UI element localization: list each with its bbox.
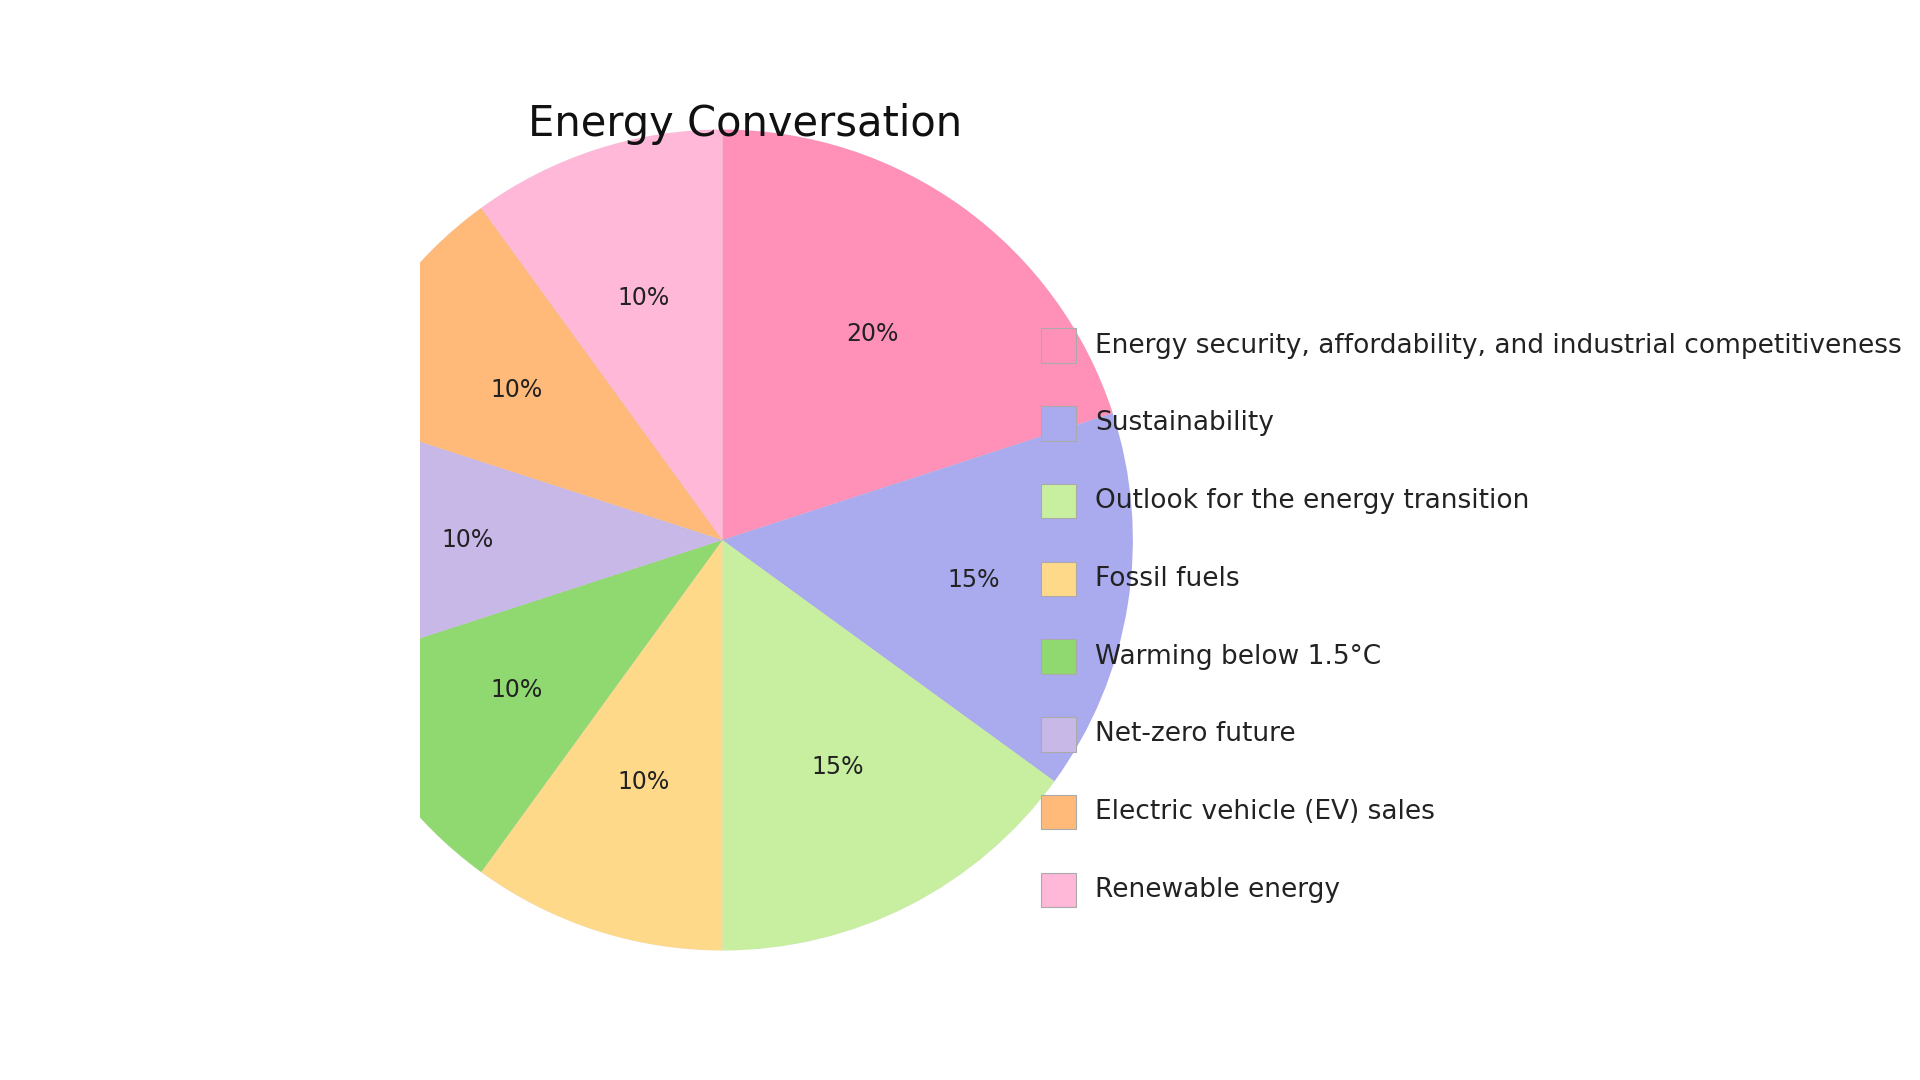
Wedge shape [722, 414, 1133, 781]
Text: Outlook for the energy transition: Outlook for the energy transition [1094, 488, 1530, 514]
FancyBboxPatch shape [1041, 639, 1075, 674]
Text: 20%: 20% [847, 322, 899, 347]
Text: Electric vehicle (EV) sales: Electric vehicle (EV) sales [1094, 799, 1434, 825]
FancyBboxPatch shape [1041, 717, 1075, 752]
Text: Warming below 1.5°C: Warming below 1.5°C [1094, 644, 1380, 670]
FancyBboxPatch shape [1041, 484, 1075, 518]
Text: Net-zero future: Net-zero future [1094, 721, 1296, 747]
FancyBboxPatch shape [1041, 795, 1075, 829]
Wedge shape [332, 540, 722, 872]
Text: 10%: 10% [618, 286, 670, 310]
FancyBboxPatch shape [1041, 328, 1075, 363]
Wedge shape [482, 130, 722, 540]
Text: Energy security, affordability, and industrial competitiveness: Energy security, affordability, and indu… [1094, 333, 1901, 359]
Text: 10%: 10% [490, 378, 543, 403]
Text: Renewable energy: Renewable energy [1094, 877, 1340, 903]
Wedge shape [482, 540, 722, 950]
Text: Fossil fuels: Fossil fuels [1094, 566, 1240, 592]
Text: 15%: 15% [812, 755, 864, 779]
FancyBboxPatch shape [1041, 406, 1075, 441]
Text: 10%: 10% [618, 770, 670, 794]
FancyBboxPatch shape [1041, 873, 1075, 907]
Text: 15%: 15% [947, 568, 1000, 592]
Text: Sustainability: Sustainability [1094, 410, 1273, 436]
Wedge shape [311, 414, 722, 666]
Text: Energy Conversation: Energy Conversation [528, 104, 962, 145]
Text: 10%: 10% [490, 677, 543, 702]
Wedge shape [722, 130, 1114, 540]
Wedge shape [332, 208, 722, 540]
Wedge shape [722, 540, 1054, 950]
FancyBboxPatch shape [1041, 562, 1075, 596]
Text: 10%: 10% [442, 528, 493, 552]
